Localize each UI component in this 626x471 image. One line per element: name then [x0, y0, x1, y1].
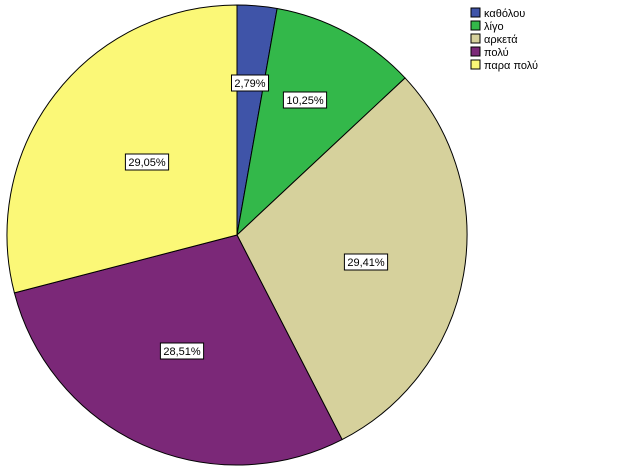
legend-swatch-4: [470, 46, 481, 57]
data-label-5: 29,05%: [124, 153, 170, 171]
legend-swatch-3: [470, 33, 481, 44]
legend-label-5: παρα πολύ: [484, 60, 538, 72]
data-label-text-3: 29,41%: [347, 257, 385, 269]
data-label-box-3: [343, 253, 389, 271]
pie-slices: [6, 4, 468, 466]
data-label-3: 29,41%: [343, 253, 389, 271]
data-label-box-5: [124, 153, 170, 171]
data-label-text-1: 2,79%: [234, 78, 265, 90]
data-label-2: 10,25%: [282, 91, 328, 109]
data-label-text-4: 28,51%: [163, 346, 201, 358]
legend-swatch-1: [470, 7, 481, 18]
pie-data-labels: 2,79% 10,25% 29,41% 28,51% 29,05%: [124, 74, 389, 360]
data-label-box-2: [282, 91, 328, 109]
legend-label-4: πολύ: [484, 47, 509, 59]
data-label-text-5: 29,05%: [128, 157, 166, 169]
pie-slice-5: [6, 4, 238, 294]
data-label-box-4: [159, 342, 205, 360]
data-label-box-1: [231, 74, 269, 92]
legend-label-1: καθόλου: [484, 8, 525, 20]
data-label-text-2: 10,25%: [286, 95, 324, 107]
data-label-1: 2,79%: [231, 74, 269, 92]
data-label-4: 28,51%: [159, 342, 205, 360]
legend-label-3: αρκετά: [484, 34, 518, 46]
pie-slice-2: [236, 7, 406, 237]
legend-swatch-5: [470, 59, 481, 70]
legend-swatch-2: [470, 20, 481, 31]
legend-label-2: λίγο: [484, 21, 504, 33]
